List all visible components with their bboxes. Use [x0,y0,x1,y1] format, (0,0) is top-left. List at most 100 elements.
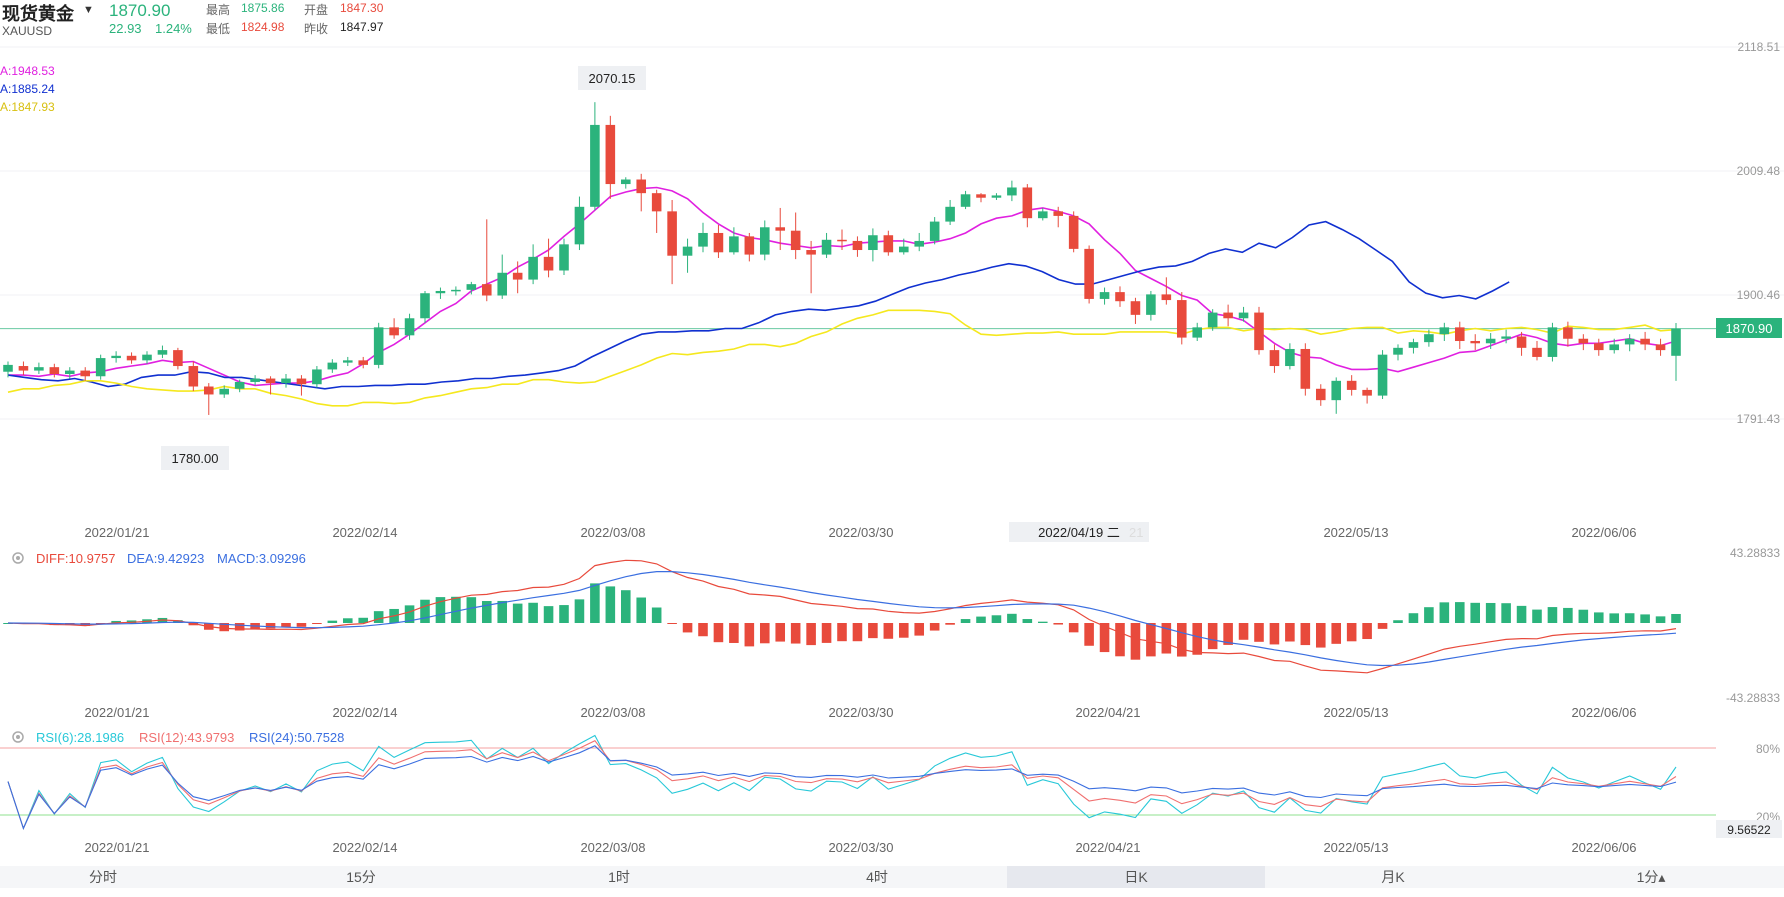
candle-body [1331,380,1342,401]
macd-bar [790,623,801,644]
macd-bar [744,623,755,647]
macd-panel[interactable] [3,559,1681,674]
tab-15min[interactable]: 15分 [346,869,376,885]
date-tick: 2022/06/06 [1571,525,1636,540]
date-tick: 2022/02/14 [332,840,397,855]
candle-body [590,124,600,207]
tab-1hour[interactable]: 1时 [608,869,630,885]
macd-bar [620,590,631,623]
low-value: 1824.98 [241,20,285,34]
candle-body [1176,300,1187,338]
candle-body [327,362,338,370]
macd-bar [991,615,1002,623]
candle-body [1547,327,1558,357]
macd-bar [976,616,986,623]
macd-bar [1393,620,1403,623]
candle-body [1254,312,1264,351]
macd-bar [559,605,569,623]
macd-bar [713,623,724,643]
candle-body [265,378,276,384]
macd-bar [358,617,369,623]
candle-body [1408,342,1419,348]
date-tick: 2022/03/08 [580,525,645,540]
macd-bar [1053,623,1064,625]
candle-body [1022,187,1033,219]
candle-body [543,256,554,271]
macd-bar [636,597,647,623]
candle-body [1393,347,1403,355]
candle-body [559,244,569,271]
rsi-value: 9.56522 [1727,823,1771,837]
chart-canvas[interactable]: 2118.51 2009.48 1900.46 1791.43 1870.90 … [0,0,1784,866]
candle-body [1146,294,1156,315]
candle-body [837,239,847,242]
macd-bar [1424,607,1434,623]
macd-bar [327,620,338,623]
candle-body [142,354,152,361]
macd-bar [1377,623,1388,629]
date-tick: 2022/04/21 [1075,840,1140,855]
candle-body [203,386,214,395]
macd-bar [698,623,708,637]
date-tick: 2022/04/21 [1075,705,1140,720]
price-panel[interactable] [0,46,1784,420]
macd-axis-top: 43.28833 [1730,546,1780,560]
macd-bar [651,607,662,623]
open-label: 开盘 [304,3,329,17]
macd-bar [1022,619,1033,623]
candle-body [605,124,616,185]
macd-bar [1099,623,1110,653]
candle-body [312,369,322,385]
settings-gear-icon[interactable] [12,731,24,743]
tab-timeshare[interactable]: 分时 [89,869,117,885]
candle-body [991,195,1002,198]
candle-body [1501,336,1511,339]
macd-bar [1671,613,1681,623]
candle-body [389,327,399,336]
price-tick: 2118.51 [1738,40,1781,54]
tab-1min[interactable]: 1分▴ [1636,869,1666,885]
macd-bar [929,623,940,631]
tab-daily-k[interactable]: 日K [1007,866,1265,888]
high-annotation-box [578,66,646,90]
macd-bar [1439,602,1450,623]
price-change: 22.93 [109,21,142,36]
settings-gear-icon-center [16,556,20,560]
macd-bar [1037,621,1048,623]
candle-body [1084,248,1094,299]
candle-body [1624,338,1635,345]
settings-gear-icon-center [16,735,20,739]
macd-bar [1192,623,1203,655]
date-tick: 2022/05/13 [1323,705,1388,720]
prev-close-label: 昨收 [304,22,329,36]
macd-bar [1161,623,1172,654]
rsi6-label: RSI(6):28.1986 [36,730,124,745]
macd-bar [373,611,384,623]
last-price: 1870.90 [109,1,171,20]
high-value: 1875.86 [241,1,285,15]
macd-bar [1578,609,1589,623]
open-value: 1847.30 [340,1,384,15]
macd-bar [188,623,199,626]
chevron-down-icon[interactable]: ▼ [83,4,94,16]
candle-body [620,179,631,185]
instrument-name[interactable]: 现货黄金 [2,4,74,24]
date-tick: 2022/03/30 [828,840,893,855]
candle-body [806,250,816,255]
macd-bar [1300,623,1311,646]
candle-body [852,240,863,251]
macd-bar [265,623,276,629]
macd-bar [1563,607,1573,623]
settings-gear-icon[interactable] [12,552,24,564]
macd-bar [1408,613,1419,623]
tab-4hour[interactable]: 4时 [866,869,888,885]
macd-bar [1130,623,1141,660]
ma-legend-short: A:1948.53 [0,64,55,78]
candle-body [744,236,755,255]
rsi-panel[interactable] [0,734,1716,830]
tab-monthly-k[interactable]: 月K [1381,869,1405,885]
macd-bar [219,623,230,632]
macd-bar [759,623,770,644]
macd-bar [868,623,878,639]
date-tick: 2022/06/06 [1571,705,1636,720]
